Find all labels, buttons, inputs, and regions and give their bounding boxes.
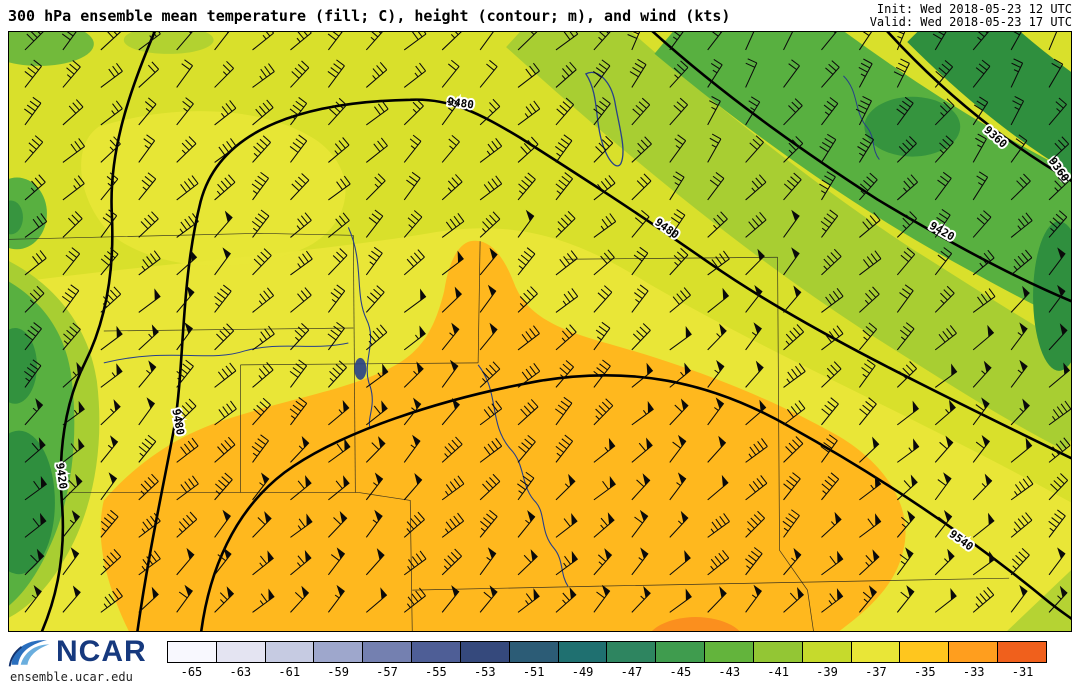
colorbar-cell <box>900 642 950 662</box>
colorbar-ticks: -65 -63 -61 -59 -57 -55 -53 -51 -49 -47 -45 -43 -41 -… <box>167 663 1047 679</box>
colorbar-tick: -53 <box>473 665 496 679</box>
footer: NCAR ensemble.ucar.edu -65 -63 -61 -59 -57 -5… <box>0 633 1080 693</box>
colorbar-tick: -51 <box>522 665 545 679</box>
colorbar-cell <box>314 642 364 662</box>
colorbar-cell <box>949 642 999 662</box>
colorbar-cell <box>607 642 657 662</box>
colorbar-cell <box>753 642 803 662</box>
colorbar-tick: -31 <box>1011 665 1034 679</box>
colorbar-tick: -49 <box>571 665 594 679</box>
contour-label: 9480 <box>447 95 475 112</box>
colorbar-tick: -47 <box>620 665 643 679</box>
colorbar-cell <box>168 642 217 662</box>
colorbar-cell <box>558 642 608 662</box>
init-time: Init: Wed 2018-05-23 12 UTC <box>876 2 1072 16</box>
colorbar-cell <box>363 642 413 662</box>
colorbar: -65 -63 -61 -59 -57 -55 -53 -51 -49 -47 -45 -43 -41 -… <box>167 641 1047 679</box>
state-borders <box>9 232 1010 631</box>
ncar-logo-icon <box>8 640 50 667</box>
colorbar-cells <box>167 641 1047 663</box>
colorbar-tick: -65 <box>180 665 203 679</box>
colorbar-tick: -43 <box>718 665 741 679</box>
colorbar-cell <box>998 642 1046 662</box>
colorbar-cell <box>265 642 315 662</box>
colorbar-tick: -63 <box>229 665 252 679</box>
colorbar-tick: -39 <box>816 665 838 679</box>
colorbar-cell <box>656 642 706 662</box>
colorbar-cell <box>509 642 559 662</box>
contour-label: 9420 <box>53 462 70 490</box>
model-times: Init: Wed 2018-05-23 12 UTC Valid: Wed 2… <box>870 3 1072 29</box>
colorbar-cell <box>460 642 510 662</box>
colorbar-tick: -57 <box>376 665 398 679</box>
colorbar-tick: -41 <box>767 665 789 679</box>
colorbar-cell <box>802 642 852 662</box>
colorbar-tick: -61 <box>278 665 301 679</box>
colorbar-cell <box>851 642 901 662</box>
colorbar-cell <box>216 642 266 662</box>
ncar-wordmark: NCAR <box>56 635 147 668</box>
colorbar-tick: -59 <box>327 665 349 679</box>
colorbar-cell <box>412 642 461 662</box>
page-title: 300 hPa ensemble mean temperature (fill;… <box>8 7 731 25</box>
branding: NCAR ensemble.ucar.edu <box>8 635 147 684</box>
wind-barbs <box>24 32 1071 613</box>
valid-time: Valid: Wed 2018-05-23 17 UTC <box>869 15 1072 29</box>
colorbar-tick: -33 <box>962 665 985 679</box>
colorbar-tick: -37 <box>865 665 887 679</box>
site-url: ensemble.ucar.edu <box>10 670 133 684</box>
colorbar-tick: -55 <box>425 665 447 679</box>
weather-map: 9360 9360 9420 9420 9480 9480 9480 9540 <box>8 31 1072 632</box>
colorbar-cell <box>705 642 754 662</box>
colorbar-tick: -45 <box>669 665 692 679</box>
header: 300 hPa ensemble mean temperature (fill;… <box>0 0 1080 31</box>
colorbar-tick: -35 <box>913 665 936 679</box>
